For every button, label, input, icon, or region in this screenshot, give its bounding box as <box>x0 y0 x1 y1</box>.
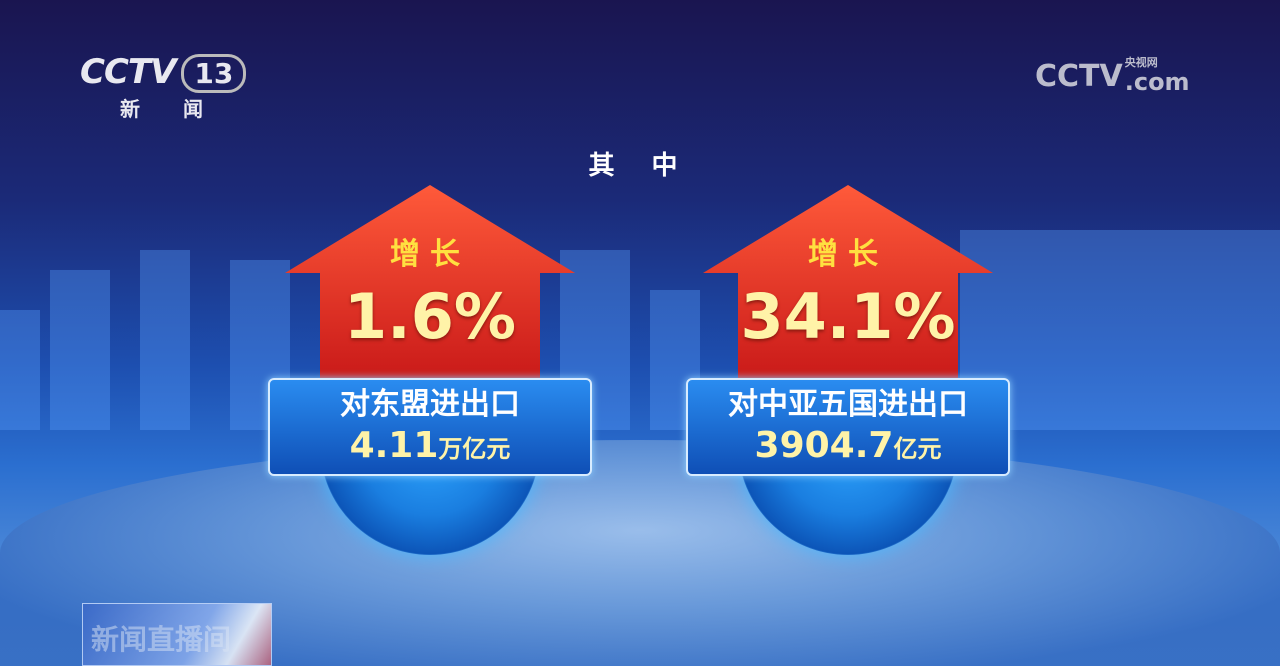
direction-label: 增长 <box>808 237 888 272</box>
stat-card-asean: 增长 1.6% 对东盟进出口 4.11万亿元 <box>265 185 595 565</box>
stat-card-central-asia: 增长 34.1% 对中亚五国进出口 3904.7亿元 <box>683 185 1013 565</box>
heading: 其 中 <box>588 151 692 181</box>
growth-percent: 1.6% <box>344 280 516 353</box>
growth-percent: 34.1% <box>740 280 956 353</box>
logo-brand: CCTV <box>80 52 176 92</box>
info-unit: 万亿元 <box>438 435 511 463</box>
info-label: 对中亚五国进出口 <box>728 387 968 422</box>
direction-label: 增长 <box>390 237 470 272</box>
program-bug: 新闻直播间 <box>82 603 272 666</box>
info-box: 对东盟进出口 4.11万亿元 <box>268 378 592 476</box>
cctv-com-watermark: CCTV 央视网 .com <box>1035 56 1190 95</box>
channel-logo: CCTV 13 新 闻 <box>80 52 247 122</box>
program-name: 新闻直播间 <box>91 623 232 656</box>
watermark-site: .com <box>1124 68 1190 96</box>
up-arrow-icon <box>285 185 575 385</box>
up-arrow-icon <box>703 185 993 385</box>
logo-channel-name: 新 闻 <box>120 97 221 121</box>
watermark-brand: CCTV <box>1035 59 1123 94</box>
info-label: 对东盟进出口 <box>340 387 520 422</box>
info-unit: 亿元 <box>893 435 942 463</box>
watermark-site-cn: 央视网 <box>1124 56 1158 69</box>
logo-channel-number: 13 <box>181 54 247 93</box>
city-skyline-background <box>0 230 1280 430</box>
info-value: 3904.7 <box>754 425 894 466</box>
info-box: 对中亚五国进出口 3904.7亿元 <box>686 378 1010 476</box>
info-value: 4.11 <box>349 425 439 466</box>
